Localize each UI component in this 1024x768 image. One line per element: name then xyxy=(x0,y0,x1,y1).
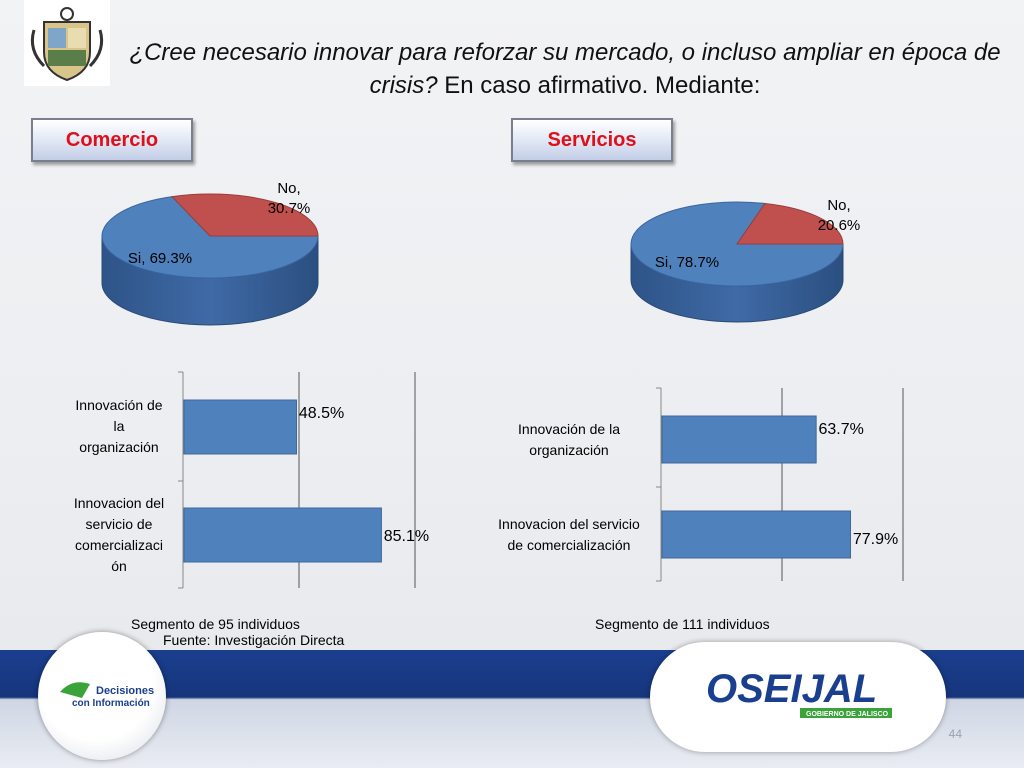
bar xyxy=(661,415,817,464)
pie-slice-no xyxy=(171,193,319,237)
pie-servicios xyxy=(630,201,844,323)
bar-value-label: 48.5% xyxy=(299,405,344,422)
bar-chart-servicios: 63.7% Innovación de la organización 77.9% In… xyxy=(498,387,904,582)
comercio-header: Comercio xyxy=(31,118,193,162)
category-label: Innovacion del xyxy=(74,495,164,511)
pie-servicios-si-label: Si, 78.7% xyxy=(654,254,720,271)
bar xyxy=(183,399,298,455)
bar xyxy=(183,507,382,563)
category-label: Innovacion del servicio xyxy=(498,516,640,532)
category-label: de comercialización xyxy=(508,537,631,553)
category-label: organización xyxy=(529,442,608,458)
decisiones-logo: Decisiones con Información xyxy=(38,632,166,760)
oseijal-logo-text: OSEIJAL xyxy=(706,667,877,711)
category-label: organización xyxy=(79,439,158,455)
source-caption: Fuente: Investigación Directa xyxy=(163,632,345,648)
category-label: la xyxy=(114,418,125,434)
title-question: ¿Cree necesario innovar para reforzar su… xyxy=(129,39,1001,99)
category-label: Innovación de la xyxy=(518,421,620,437)
bar-chart-comercio: 48.5% Innovación de la organización 85.1% Inn… xyxy=(74,371,429,589)
pie-slice-no xyxy=(736,202,844,245)
pie-comercio xyxy=(101,193,319,326)
servicios-segment-caption: Segmento de 111 individuos xyxy=(595,616,770,632)
bar xyxy=(661,510,852,559)
page-title: ¿Cree necesario innovar para reforzar su… xyxy=(120,36,1010,102)
oseijal-logo-subtitle: GOBIERNO DE JALISCO xyxy=(806,711,889,718)
bar-value-label: 77.9% xyxy=(853,531,898,548)
pie-slice-si xyxy=(101,196,319,279)
title-suffix: En caso afirmativo. Mediante: xyxy=(444,72,761,99)
category-label: servicio de xyxy=(86,516,153,532)
oseijal-logo: OSEIJAL GOBIERNO DE JALISCO xyxy=(650,642,946,752)
decisiones-logo-line1: Decisiones xyxy=(96,685,154,697)
comercio-segment-caption: Segmento de 95 individuos xyxy=(131,616,300,632)
pie-comercio-no-label: No, 30.7% xyxy=(267,180,311,217)
category-label: ón xyxy=(111,558,127,574)
category-label: Innovación de xyxy=(75,397,162,413)
pie-servicios-no-label: No, 20.6% xyxy=(817,197,861,234)
decisiones-logo-line2: con Información xyxy=(72,698,150,709)
servicios-header: Servicios xyxy=(511,118,673,162)
coat-of-arms-logo xyxy=(24,0,110,86)
category-label: comercializaci xyxy=(75,537,163,553)
page-number: 44 xyxy=(948,727,962,741)
pie-comercio-si-label: Si, 69.3% xyxy=(127,250,193,267)
bar-value-label: 63.7% xyxy=(818,421,863,438)
charts-canvas: 48.5% Innovación de la organización 85.1% Inn… xyxy=(74,193,904,589)
bar-value-label: 85.1% xyxy=(384,528,429,545)
